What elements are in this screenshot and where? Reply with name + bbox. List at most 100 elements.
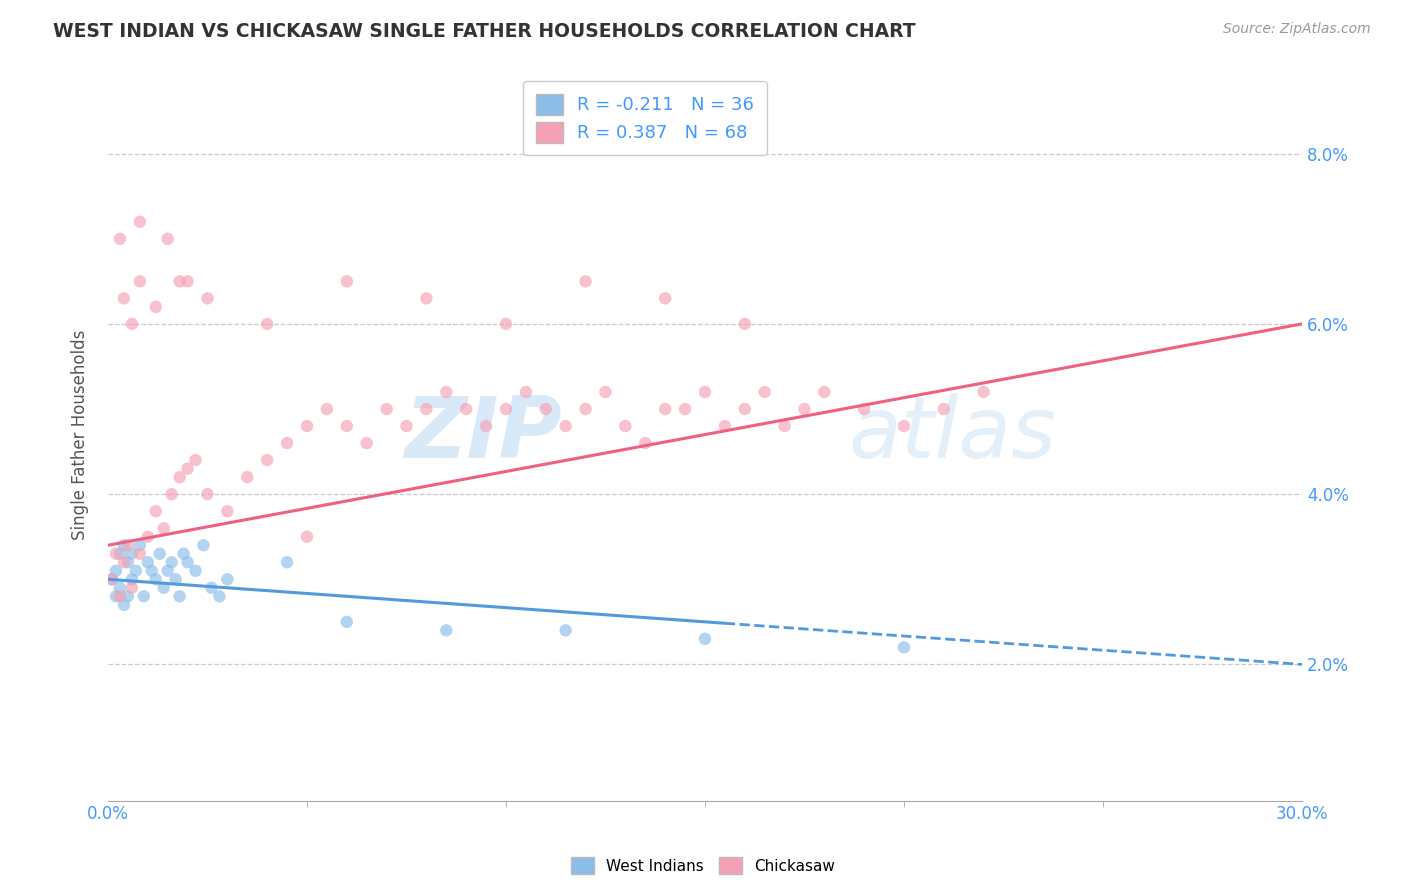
Point — [132, 590, 155, 604]
Point — [893, 640, 915, 655]
Point — [149, 547, 172, 561]
Point — [932, 402, 955, 417]
Point — [112, 538, 135, 552]
Point — [574, 402, 596, 417]
Text: Source: ZipAtlas.com: Source: ZipAtlas.com — [1223, 22, 1371, 37]
Point — [315, 402, 337, 417]
Point — [128, 274, 150, 288]
Point — [173, 547, 195, 561]
Point — [145, 572, 167, 586]
Point — [336, 419, 359, 434]
Point — [495, 317, 517, 331]
Point — [176, 461, 198, 475]
Point — [654, 291, 676, 305]
Point — [415, 402, 437, 417]
Point — [197, 291, 219, 305]
Point — [169, 590, 191, 604]
Point — [101, 572, 124, 586]
Point — [152, 521, 174, 535]
Point — [200, 581, 222, 595]
Point — [169, 470, 191, 484]
Point — [734, 317, 756, 331]
Point — [256, 317, 278, 331]
Point — [754, 384, 776, 399]
Point — [734, 402, 756, 417]
Legend: West Indians, Chickasaw: West Indians, Chickasaw — [565, 851, 841, 880]
Point — [356, 436, 378, 450]
Point — [121, 547, 143, 561]
Point — [208, 590, 231, 604]
Point — [456, 402, 478, 417]
Point — [128, 215, 150, 229]
Point — [534, 402, 557, 417]
Point — [104, 590, 127, 604]
Point — [117, 538, 139, 552]
Point — [217, 572, 239, 586]
Point — [634, 436, 657, 450]
Point — [145, 300, 167, 314]
Point — [336, 274, 359, 288]
Point — [973, 384, 995, 399]
Point — [108, 590, 131, 604]
Point — [295, 530, 318, 544]
Text: WEST INDIAN VS CHICKASAW SINGLE FATHER HOUSEHOLDS CORRELATION CHART: WEST INDIAN VS CHICKASAW SINGLE FATHER H… — [53, 22, 917, 41]
Point — [101, 572, 124, 586]
Point — [184, 453, 207, 467]
Point — [176, 274, 198, 288]
Point — [108, 581, 131, 595]
Point — [165, 572, 187, 586]
Point — [152, 581, 174, 595]
Point — [112, 598, 135, 612]
Point — [434, 384, 457, 399]
Point — [104, 564, 127, 578]
Point — [654, 402, 676, 417]
Point — [104, 547, 127, 561]
Point — [125, 564, 148, 578]
Point — [160, 487, 183, 501]
Point — [108, 547, 131, 561]
Point — [693, 384, 716, 399]
Text: atlas: atlas — [848, 393, 1056, 476]
Point — [574, 274, 596, 288]
Point — [145, 504, 167, 518]
Point — [276, 555, 298, 569]
Point — [176, 555, 198, 569]
Point — [336, 615, 359, 629]
Point — [160, 555, 183, 569]
Point — [893, 419, 915, 434]
Point — [276, 436, 298, 450]
Point — [117, 555, 139, 569]
Legend: R = -0.211   N = 36, R = 0.387   N = 68: R = -0.211 N = 36, R = 0.387 N = 68 — [523, 81, 766, 155]
Point — [434, 624, 457, 638]
Point — [375, 402, 398, 417]
Point — [415, 291, 437, 305]
Point — [121, 317, 143, 331]
Text: ZIP: ZIP — [404, 393, 562, 476]
Point — [112, 291, 135, 305]
Point — [136, 530, 159, 544]
Point — [595, 384, 617, 399]
Point — [128, 538, 150, 552]
Point — [112, 555, 135, 569]
Point — [217, 504, 239, 518]
Point — [128, 547, 150, 561]
Point — [156, 564, 179, 578]
Point — [714, 419, 737, 434]
Point — [475, 419, 498, 434]
Point — [156, 232, 179, 246]
Point — [295, 419, 318, 434]
Point — [117, 590, 139, 604]
Point — [554, 624, 576, 638]
Point — [136, 555, 159, 569]
Point — [614, 419, 637, 434]
Point — [554, 419, 576, 434]
Point — [121, 581, 143, 595]
Point — [773, 419, 796, 434]
Point — [184, 564, 207, 578]
Point — [793, 402, 815, 417]
Point — [693, 632, 716, 646]
Point — [193, 538, 215, 552]
Point — [256, 453, 278, 467]
Point — [236, 470, 259, 484]
Point — [141, 564, 163, 578]
